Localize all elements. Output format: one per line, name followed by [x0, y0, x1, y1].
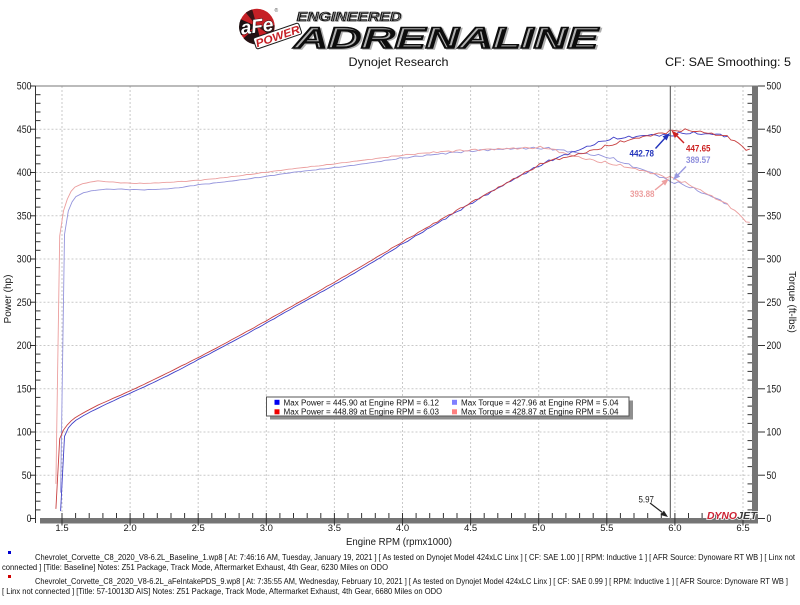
- svg-text:4.0: 4.0: [396, 523, 409, 534]
- svg-text:Chevrolet_Corvette_C8_2020_V8-: Chevrolet_Corvette_C8_2020_V8-6.2L_Basel…: [35, 552, 796, 562]
- svg-text:6.0: 6.0: [668, 523, 681, 534]
- svg-text:1.5: 1.5: [55, 523, 68, 534]
- svg-text:150: 150: [767, 383, 782, 395]
- svg-text:5.5: 5.5: [600, 523, 613, 534]
- svg-text:Dynojet Research: Dynojet Research: [349, 55, 449, 69]
- svg-text:500: 500: [17, 81, 32, 93]
- svg-text:500: 500: [767, 81, 782, 93]
- svg-text:4.5: 4.5: [464, 523, 477, 534]
- svg-text:connected ] [Title: Baseline]: connected ] [Title: Baseline] Notes: Z51…: [2, 562, 388, 572]
- svg-text:2.0: 2.0: [123, 523, 136, 534]
- svg-text:350: 350: [767, 210, 782, 222]
- svg-text:Torque (ft-lbs): Torque (ft-lbs): [786, 271, 797, 333]
- svg-text:250: 250: [767, 297, 782, 309]
- svg-text:DYNO: DYNO: [707, 510, 737, 522]
- svg-text:5.97: 5.97: [639, 495, 655, 505]
- svg-text:Max Torque = 428.87 at Engine: Max Torque = 428.87 at Engine RPM = 5.04: [461, 408, 619, 417]
- svg-text:200: 200: [17, 340, 32, 352]
- svg-text:Chevrolet_Corvette_C8_2020_V8-: Chevrolet_Corvette_C8_2020_V8-6.2L_aFeIn…: [35, 576, 788, 586]
- svg-text:5.0: 5.0: [532, 523, 545, 534]
- svg-text:Max Torque = 427.96 at Engine: Max Torque = 427.96 at Engine RPM = 5.04: [461, 398, 619, 407]
- svg-text:0: 0: [27, 513, 32, 525]
- svg-text:Power (hp): Power (hp): [3, 275, 14, 324]
- svg-text:ENGINEERED: ENGINEERED: [297, 10, 402, 24]
- svg-text:3.5: 3.5: [328, 523, 341, 534]
- svg-text:200: 200: [767, 340, 782, 352]
- svg-text:Max Power = 445.90 at Engine R: Max Power = 445.90 at Engine RPM = 6.12: [284, 398, 440, 407]
- svg-text:50: 50: [767, 470, 777, 482]
- svg-text:150: 150: [17, 383, 32, 395]
- svg-text:100: 100: [17, 427, 32, 439]
- svg-text:400: 400: [767, 167, 782, 179]
- svg-text:CF: SAE Smoothing: 5: CF: SAE Smoothing: 5: [665, 55, 791, 69]
- svg-text:2.5: 2.5: [192, 523, 205, 534]
- svg-text:Engine RPM (rpmx1000): Engine RPM (rpmx1000): [346, 537, 452, 548]
- svg-text:300: 300: [767, 254, 782, 266]
- svg-text:[ Linx not connected ] [Title:: [ Linx not connected ] [Title: 57-10013D…: [2, 586, 442, 596]
- svg-text:3.0: 3.0: [260, 523, 273, 534]
- svg-text:6.5: 6.5: [736, 523, 749, 534]
- svg-text:100: 100: [767, 427, 782, 439]
- svg-text:300: 300: [17, 254, 32, 266]
- svg-text:393.88: 393.88: [630, 189, 655, 199]
- svg-text:®: ®: [275, 7, 279, 14]
- svg-text:350: 350: [17, 210, 32, 222]
- svg-text:50: 50: [22, 470, 32, 482]
- svg-text:ADRENALINE: ADRENALINE: [293, 22, 600, 55]
- svg-text:400: 400: [17, 167, 32, 179]
- svg-text:450: 450: [17, 124, 32, 136]
- svg-text:447.65: 447.65: [686, 144, 711, 154]
- svg-text:JET: JET: [737, 510, 759, 522]
- svg-text:389.57: 389.57: [686, 155, 711, 165]
- svg-text:0: 0: [767, 513, 772, 525]
- svg-text:250: 250: [17, 297, 32, 309]
- svg-text:Max Power = 448.89 at Engine R: Max Power = 448.89 at Engine RPM = 6.03: [284, 408, 440, 417]
- svg-text:442.78: 442.78: [630, 149, 655, 159]
- svg-text:450: 450: [767, 124, 782, 136]
